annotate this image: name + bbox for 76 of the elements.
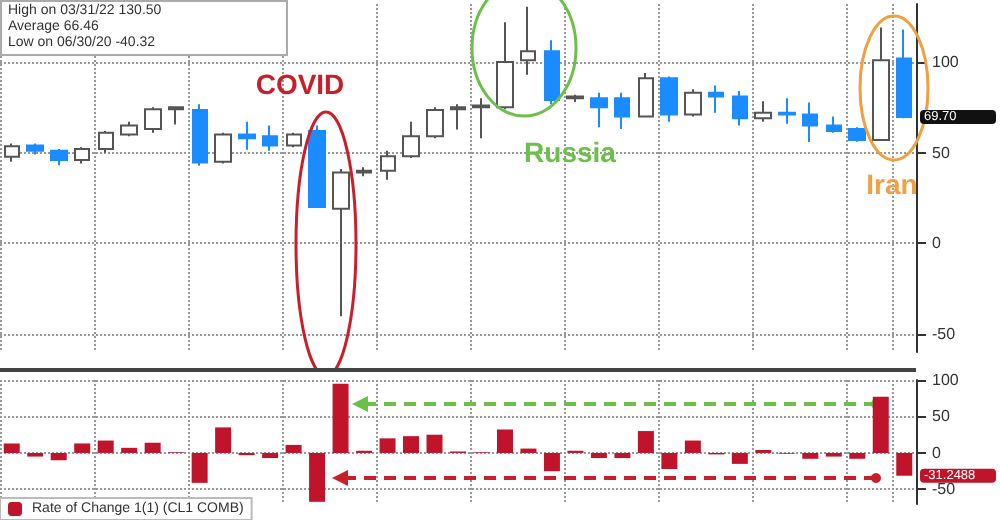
y-tick-label: -50 xyxy=(932,324,957,343)
candlestick xyxy=(50,148,68,167)
bar xyxy=(849,452,866,459)
bar xyxy=(74,443,91,453)
bar xyxy=(684,440,701,453)
y-tick-label: 0 xyxy=(932,234,942,253)
y-tick-label: 0 xyxy=(932,443,942,462)
bar xyxy=(614,452,631,459)
y-tick-label: 50 xyxy=(932,143,951,162)
candlestick xyxy=(192,103,208,167)
candlestick xyxy=(168,106,184,126)
bar xyxy=(590,452,607,459)
bar xyxy=(285,444,302,453)
candlestick xyxy=(872,26,890,141)
candlestick xyxy=(708,84,724,114)
candlestick xyxy=(566,93,584,103)
y-tick-label: 100 xyxy=(932,53,960,71)
bar xyxy=(403,436,420,453)
bar xyxy=(731,452,748,464)
candlestick xyxy=(144,106,162,134)
candlestick xyxy=(332,167,350,318)
bar xyxy=(309,452,326,502)
candlestick xyxy=(590,91,608,129)
bar xyxy=(426,434,443,453)
bar xyxy=(191,452,208,483)
candlestick xyxy=(238,120,256,151)
candlestick xyxy=(214,131,232,165)
bar xyxy=(50,452,67,461)
candlestick xyxy=(848,126,866,143)
candlestick xyxy=(802,101,818,144)
bar xyxy=(496,429,513,453)
candlestick xyxy=(402,120,420,160)
candlestick xyxy=(496,21,514,111)
candlestick xyxy=(520,5,536,76)
bar xyxy=(379,438,396,453)
candlestick xyxy=(614,91,630,131)
candlestick xyxy=(308,124,326,208)
candlestick xyxy=(74,146,90,165)
bar xyxy=(332,383,349,453)
bar xyxy=(215,427,232,453)
candlestick xyxy=(356,166,372,178)
candlestick xyxy=(426,106,444,140)
bar xyxy=(802,452,819,459)
candlestick xyxy=(120,120,138,138)
bar xyxy=(896,452,913,476)
candlestick xyxy=(732,90,748,127)
candlestick xyxy=(544,39,560,106)
bar xyxy=(97,440,114,453)
annotation: Russia xyxy=(524,136,617,168)
bar xyxy=(262,452,279,459)
candlestick xyxy=(98,129,114,154)
candlestick xyxy=(26,142,44,156)
candlestick xyxy=(778,97,796,125)
bar xyxy=(661,452,678,469)
candlestick xyxy=(660,75,678,123)
bar xyxy=(872,396,889,453)
annotation: COVID xyxy=(255,68,345,100)
candlestick xyxy=(684,88,702,118)
bar xyxy=(543,452,560,472)
candlestick xyxy=(896,28,912,120)
candlestick xyxy=(262,124,278,152)
y-tick-label: 50 xyxy=(932,407,951,426)
candlestick xyxy=(754,100,772,123)
candlestick xyxy=(472,97,490,140)
y-tick-label: -50 xyxy=(932,480,957,499)
candlestick xyxy=(286,131,302,149)
y-tick-label: 100 xyxy=(932,371,960,389)
candlestick xyxy=(450,103,466,131)
bar xyxy=(121,447,138,453)
candlestick xyxy=(380,149,396,181)
candlestick xyxy=(638,71,654,118)
bar xyxy=(637,431,654,453)
bar xyxy=(3,443,20,453)
bar xyxy=(144,442,161,453)
candlestick xyxy=(826,115,842,134)
annotation: Iran xyxy=(866,168,918,200)
